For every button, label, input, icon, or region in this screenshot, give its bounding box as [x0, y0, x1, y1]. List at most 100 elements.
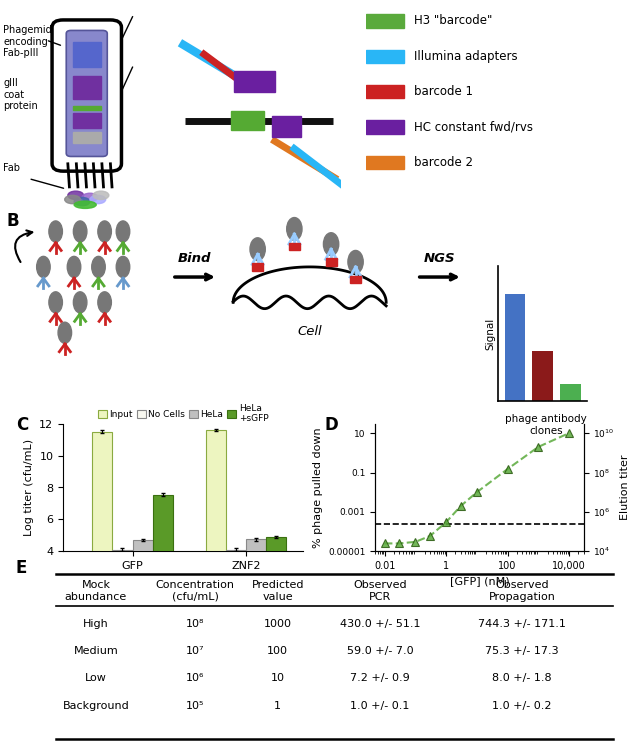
Bar — [246, 539, 266, 551]
Text: D: D — [325, 416, 339, 434]
Ellipse shape — [37, 256, 50, 278]
Text: High: High — [83, 620, 109, 629]
Ellipse shape — [49, 221, 62, 242]
Bar — [112, 550, 133, 551]
Text: Low: Low — [85, 674, 107, 683]
Bar — [326, 258, 336, 266]
Ellipse shape — [74, 201, 97, 208]
Bar — [226, 550, 246, 551]
Bar — [560, 384, 581, 401]
Ellipse shape — [68, 256, 81, 278]
FancyBboxPatch shape — [66, 31, 107, 157]
Bar — [505, 295, 526, 401]
Text: 100: 100 — [267, 646, 288, 656]
Text: Bind: Bind — [178, 252, 211, 265]
Text: B: B — [6, 212, 19, 230]
Text: 8.0 +/- 1.8: 8.0 +/- 1.8 — [492, 674, 551, 683]
Bar — [266, 537, 286, 551]
Bar — [73, 42, 101, 68]
Bar — [133, 540, 153, 551]
Text: Mock
abundance: Mock abundance — [65, 580, 127, 602]
Ellipse shape — [90, 195, 106, 204]
Bar — [206, 430, 226, 551]
Bar — [350, 276, 361, 284]
Text: HC constant fwd/rvs: HC constant fwd/rvs — [414, 121, 533, 134]
Text: 1.0 +/- 0.1: 1.0 +/- 0.1 — [350, 700, 410, 710]
Bar — [366, 50, 404, 63]
Ellipse shape — [98, 221, 112, 242]
Text: E: E — [16, 559, 27, 577]
Bar — [73, 132, 101, 142]
Ellipse shape — [64, 195, 81, 204]
Ellipse shape — [73, 221, 87, 242]
Ellipse shape — [82, 194, 98, 202]
Bar — [366, 156, 404, 169]
Text: 1000: 1000 — [264, 620, 292, 629]
Ellipse shape — [116, 221, 130, 242]
Y-axis label: Signal: Signal — [486, 318, 496, 350]
Text: 1: 1 — [274, 700, 281, 710]
Text: barcode 1: barcode 1 — [414, 86, 473, 98]
Text: Observed
Propagation: Observed Propagation — [488, 580, 555, 602]
Ellipse shape — [74, 197, 90, 206]
Bar — [73, 76, 101, 99]
Y-axis label: Elution titer
(cfu/mL): Elution titer (cfu/mL) — [620, 454, 631, 520]
Bar — [153, 495, 173, 551]
Text: Predicted
value: Predicted value — [251, 580, 304, 602]
Ellipse shape — [286, 217, 302, 240]
Ellipse shape — [116, 256, 130, 278]
Text: 1.0 +/- 0.2: 1.0 +/- 0.2 — [492, 700, 551, 710]
Text: 10: 10 — [271, 674, 285, 683]
Text: 10⁵: 10⁵ — [186, 700, 204, 710]
Bar — [73, 113, 101, 128]
Text: 10⁷: 10⁷ — [186, 646, 204, 656]
Bar — [92, 432, 112, 551]
Bar — [366, 14, 404, 28]
Bar — [231, 111, 264, 130]
Text: 7.2 +/- 0.9: 7.2 +/- 0.9 — [350, 674, 410, 683]
Text: 10⁶: 10⁶ — [186, 674, 204, 683]
Text: Observed
PCR: Observed PCR — [353, 580, 406, 602]
Ellipse shape — [93, 191, 109, 200]
Ellipse shape — [324, 232, 339, 256]
Ellipse shape — [348, 251, 363, 273]
Ellipse shape — [58, 322, 71, 344]
Text: barcode 2: barcode 2 — [414, 156, 473, 169]
Text: 10⁸: 10⁸ — [186, 620, 204, 629]
Bar — [289, 243, 300, 250]
Text: Phagemid
encoding
Fab-pIII: Phagemid encoding Fab-pIII — [3, 26, 52, 58]
Text: 59.0 +/- 7.0: 59.0 +/- 7.0 — [346, 646, 413, 656]
Text: Background: Background — [62, 700, 129, 710]
Text: gIII
coat
protein: gIII coat protein — [3, 78, 38, 111]
Y-axis label: Log titer (cfu/mL): Log titer (cfu/mL) — [24, 439, 33, 536]
Text: 744.3 +/- 171.1: 744.3 +/- 171.1 — [478, 620, 566, 629]
Bar — [366, 120, 404, 134]
Y-axis label: % phage pulled down: % phage pulled down — [313, 427, 323, 548]
Bar — [234, 71, 275, 92]
Bar — [252, 263, 263, 271]
Text: H3 "barcode": H3 "barcode" — [414, 14, 492, 28]
Text: Illumina adapters: Illumina adapters — [414, 50, 517, 63]
FancyBboxPatch shape — [52, 20, 121, 171]
X-axis label: [GFP] (nM): [GFP] (nM) — [450, 577, 509, 586]
Text: Fab: Fab — [3, 163, 20, 173]
Ellipse shape — [91, 256, 105, 278]
Text: Cell: Cell — [297, 326, 322, 338]
Ellipse shape — [49, 292, 62, 313]
Text: 75.3 +/- 17.3: 75.3 +/- 17.3 — [485, 646, 558, 656]
Text: phage antibody
clones: phage antibody clones — [505, 414, 587, 436]
Bar — [73, 106, 101, 110]
Ellipse shape — [250, 238, 265, 260]
Ellipse shape — [73, 292, 87, 313]
Bar — [366, 85, 404, 98]
Text: 430.0 +/- 51.1: 430.0 +/- 51.1 — [339, 620, 420, 629]
Ellipse shape — [98, 292, 112, 313]
Text: Medium: Medium — [74, 646, 118, 656]
Ellipse shape — [68, 191, 83, 200]
Bar — [533, 351, 553, 401]
Bar — [272, 116, 302, 137]
Text: C: C — [16, 416, 28, 434]
Legend: Input, No Cells, HeLa, HeLa
+sGFP: Input, No Cells, HeLa, HeLa +sGFP — [94, 400, 272, 427]
Text: Concentration
(cfu/mL): Concentration (cfu/mL) — [156, 580, 235, 602]
Text: NGS: NGS — [424, 252, 456, 265]
